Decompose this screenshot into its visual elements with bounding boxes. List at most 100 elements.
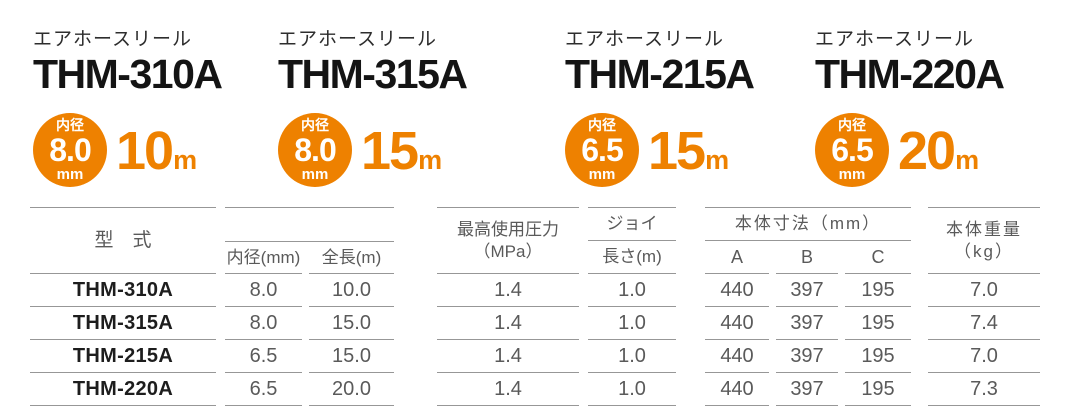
cell-joint-length: 1.0 [588,340,676,373]
product-model-title: THM-220A [815,51,1005,97]
table-row: 8.0 10.0 [225,274,394,307]
column-gap [838,274,845,307]
hose-length-value: 20 [898,121,956,182]
column-gap [302,373,309,406]
bore-value: 8.0 [294,132,336,169]
bore-value: 8.0 [49,132,91,169]
bore-badge: 内径 6.5 mm [815,113,889,188]
cell-weight: 7.0 [928,274,1040,307]
pressure-header-line2: （MPa） [473,241,543,261]
bore-label: 内径 [56,117,84,134]
cell-length: 10.0 [309,274,394,307]
cell-joint-length: 1.0 [588,307,676,340]
cell-bore: 6.5 [225,340,302,373]
hose-length-unit: m [173,145,198,176]
hose-length-value: 10 [116,121,174,182]
bore-unit: mm [838,166,866,184]
spec-header-dim-a: A [705,241,769,274]
header-row: 本体寸法（mm） [705,208,911,241]
spec-header-dimensions: 本体寸法（mm） [705,208,911,241]
hose-length-value: 15 [648,121,706,182]
cell-dim-c: 195 [845,307,911,340]
bore-value: 6.5 [581,132,623,169]
spec-header-pressure: 最高使用圧力 （MPa） [437,208,579,274]
column-gap [769,241,776,274]
spec-header-bore: 内径(mm) [225,242,302,274]
product-category-label: エアホースリール [33,29,193,50]
cell-dim-a: 440 [705,373,769,406]
spec-header-dim-b: B [776,241,838,274]
column-gap [838,241,845,274]
table-row: 7.0 [928,274,1040,307]
spec-header-dim-c: C [845,241,911,274]
cell-dim-a: 440 [705,274,769,307]
product-model-title: THM-315A [278,51,468,97]
cell-dim-a: 440 [705,307,769,340]
cell-joint-length: 1.0 [588,274,676,307]
cell-model: THM-215A [30,340,216,373]
spec-header-joint-line1: ジョイ [588,208,676,241]
column-gap [769,340,776,373]
table-row: THM-310A [30,274,216,307]
spec-col-joint-length: ジョイ 長さ(m) 1.0 1.0 1.0 1.0 [588,207,676,406]
table-row: 440 397 195 [705,373,911,406]
bore-label: 内径 [838,117,866,134]
hose-length-unit: m [955,145,980,176]
header-spacer [225,208,394,241]
cell-model: THM-220A [30,373,216,406]
product-category-label: エアホースリール [278,29,438,50]
table-row: THM-215A [30,340,216,373]
hose-length: 15 m [648,121,729,182]
spec-header-length: 全長(m) [309,242,394,274]
product-spec-row: 内径 8.0 mm 15 m [278,113,466,188]
cell-bore: 8.0 [225,274,302,307]
cell-pressure: 1.4 [437,307,579,340]
cell-dim-b: 397 [776,274,838,307]
table-row: 1.0 [588,340,676,373]
cell-pressure: 1.4 [437,373,579,406]
bore-value: 6.5 [831,132,873,169]
column-gap [302,242,309,274]
product-category-label: エアホースリール [565,29,725,50]
column-gap [769,307,776,340]
weight-header-line1: 本体重量 [946,220,1022,240]
hose-length-unit: m [418,145,443,176]
bore-unit: mm [588,166,616,184]
spec-col-pressure: 最高使用圧力 （MPa） 1.4 1.4 1.4 1.4 [437,207,579,406]
cell-length: 15.0 [309,307,394,340]
table-row: 1.0 [588,307,676,340]
product-model-title: THM-310A [33,51,223,97]
bore-label: 内径 [301,117,329,134]
table-row: 6.5 20.0 [225,373,394,406]
table-row: 7.4 [928,307,1040,340]
bore-badge: 内径 6.5 mm [565,113,639,188]
cell-model: THM-310A [30,274,216,307]
table-row: 440 397 195 [705,274,911,307]
header-row: 内径(mm) 全長(m) [225,241,394,274]
cell-bore: 6.5 [225,373,302,406]
cell-dim-c: 195 [845,340,911,373]
table-row: THM-220A [30,373,216,406]
table-row: 7.3 [928,373,1040,406]
spec-col-weight: 本体重量 （kg） 7.0 7.4 7.0 7.3 [928,207,1040,406]
hose-length-value: 15 [361,121,419,182]
column-gap [302,274,309,307]
spec-col-model: 型 式 THM-310A THM-315A THM-215A THM-220A [30,207,216,406]
product-card-thm-220a: エアホースリール THM-220A 内径 6.5 mm 20 m [815,24,1005,188]
header-row: A B C [705,241,911,274]
column-gap [769,274,776,307]
cell-dim-b: 397 [776,340,838,373]
bore-unit: mm [301,166,329,184]
header-row: ジョイ [588,208,676,241]
cell-dim-c: 195 [845,274,911,307]
product-card-thm-315a: エアホースリール THM-315A 内径 8.0 mm 15 m [278,24,468,188]
spec-header-joint-line2: 長さ(m) [588,241,676,274]
table-row: 7.0 [928,340,1040,373]
cell-dim-c: 195 [845,373,911,406]
spec-table: 型 式 THM-310A THM-315A THM-215A THM-220A … [30,207,1040,406]
header-row: 長さ(m) [588,241,676,274]
table-row: THM-315A [30,307,216,340]
table-row: 1.0 [588,373,676,406]
product-model-title: THM-215A [565,51,755,97]
table-row: 440 397 195 [705,340,911,373]
